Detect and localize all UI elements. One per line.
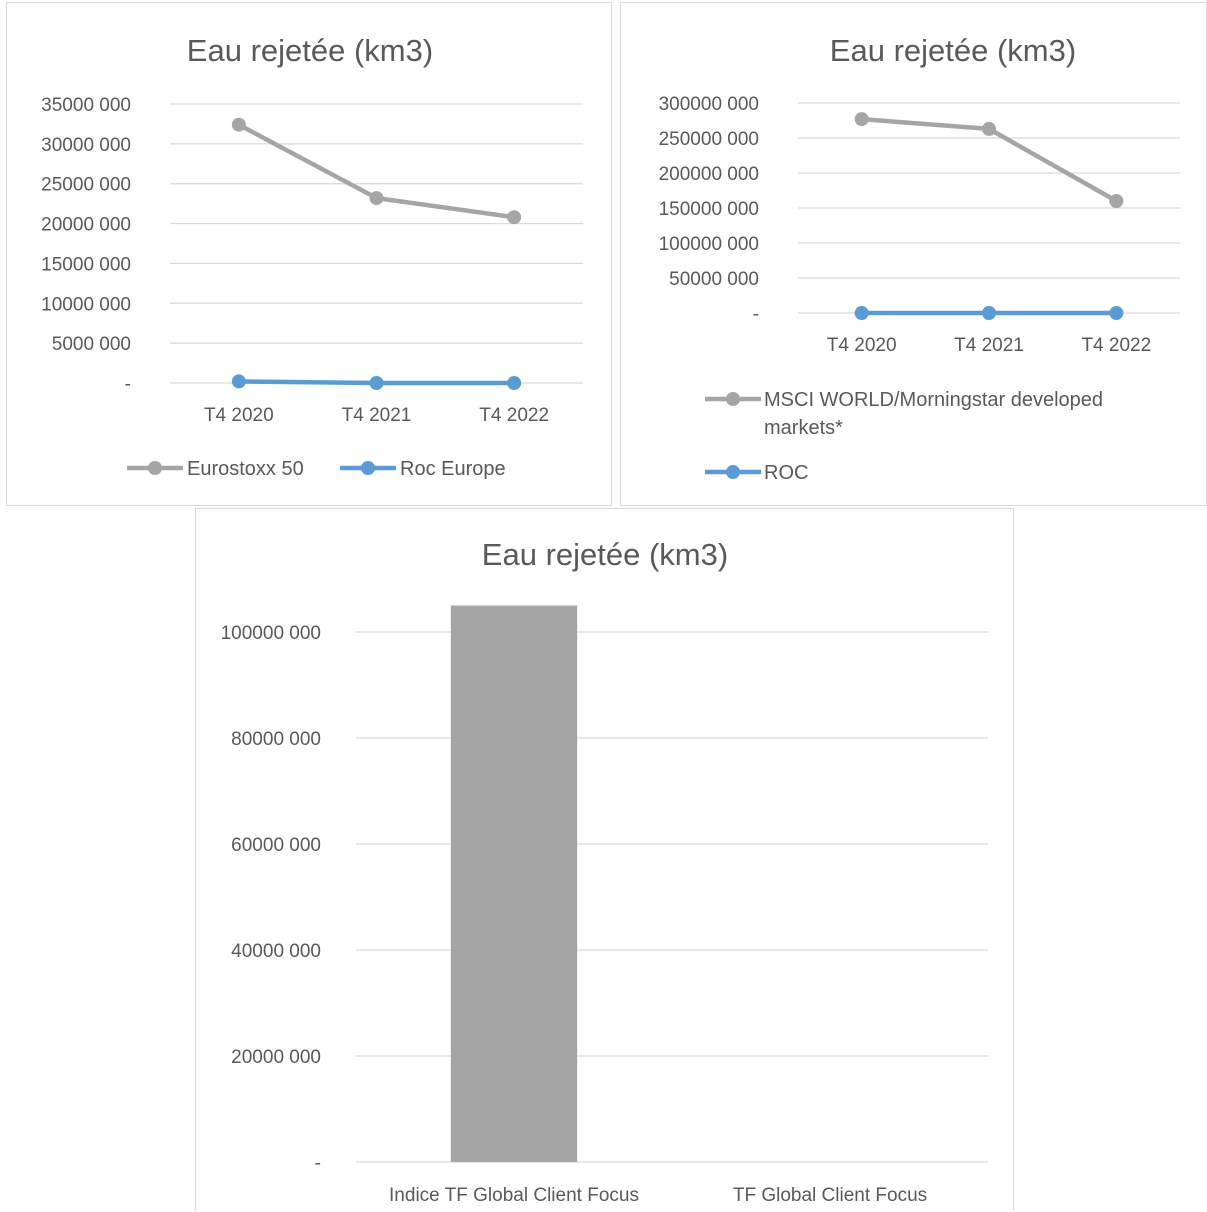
y-tick-label: 100000 000 [659,234,759,255]
data-point [231,117,246,132]
bar [450,605,578,1162]
legend-label: markets* [764,417,843,439]
line-chart-eurostoxx: Eau rejetée (km3) - 5000 000 10000 000 15000… [41,33,583,480]
data-point [982,306,996,320]
legend-marker [726,392,740,406]
x-tick-label: T4 2020 [827,335,897,356]
data-point [231,374,246,389]
data-point [854,112,869,127]
y-tick-label: 35000 000 [41,95,131,116]
y-tick-label: - [753,304,759,325]
legend-label: Roc Europe [400,458,506,480]
y-tick-label: 30000 000 [41,135,131,156]
data-point [369,191,384,206]
data-point [507,376,522,390]
y-tick-label: 50000 000 [669,269,759,290]
y-tick-label: 300000 000 [659,94,759,115]
data-point [507,210,522,225]
y-tick-label: 5000 000 [52,334,131,355]
y-tick-label: 20000 000 [231,1047,321,1068]
y-tick-label: 15000 000 [41,254,131,275]
legend-marker [148,461,162,475]
chart-title: Eau rejetée (km3) [830,33,1076,68]
data-point [369,376,384,390]
bar-chart-tf-global: Eau rejetée (km3) - 20000 000 40000 000 6000… [221,537,988,1206]
x-tick-label: T4 2020 [204,405,274,426]
legend-marker [361,461,375,475]
chart-panel-tf-global: Eau rejetée (km3) - 20000 000 40000 000 6000… [195,508,1014,1211]
data-point [982,121,996,136]
data-point [1109,306,1124,320]
x-tick-label: Indice TF Global Client Focus [389,1185,639,1206]
y-tick-label: 200000 000 [659,164,759,185]
y-tick-label: 40000 000 [231,941,321,962]
chart-panel-msci-world: Eau rejetée (km3) - 50000 000 100000 000 150… [620,2,1207,506]
x-tick-label: T4 2022 [1081,335,1151,356]
x-tick-label: T4 2022 [479,405,549,426]
legend-label: ROC [764,462,808,484]
y-tick-label: - [315,1153,321,1174]
y-tick-label: - [125,374,131,395]
y-tick-label: 150000 000 [659,199,759,220]
chart-title: Eau rejetée (km3) [482,537,728,572]
y-tick-label: 250000 000 [659,129,759,150]
line-chart-msci-world: Eau rejetée (km3) - 50000 000 100000 000 150… [659,33,1180,484]
x-tick-label: TF Global Client Focus [733,1185,927,1206]
legend-marker [726,465,740,479]
y-tick-label: 60000 000 [231,835,321,856]
data-point [854,306,869,320]
chart-panel-eurostoxx: Eau rejetée (km3) - 5000 000 10000 000 15000… [6,2,612,506]
y-tick-label: 20000 000 [41,215,131,236]
data-point [1109,194,1124,208]
x-tick-label: T4 2021 [954,335,1024,356]
chart-title: Eau rejetée (km3) [187,33,433,68]
y-tick-label: 25000 000 [41,175,131,196]
x-tick-label: T4 2021 [342,405,412,426]
y-tick-label: 80000 000 [231,729,321,750]
legend-label: Eurostoxx 50 [187,458,304,480]
y-tick-label: 100000 000 [221,623,321,644]
legend-label: MSCI WORLD/Morningstar developed [764,389,1103,411]
y-tick-label: 10000 000 [41,294,131,315]
